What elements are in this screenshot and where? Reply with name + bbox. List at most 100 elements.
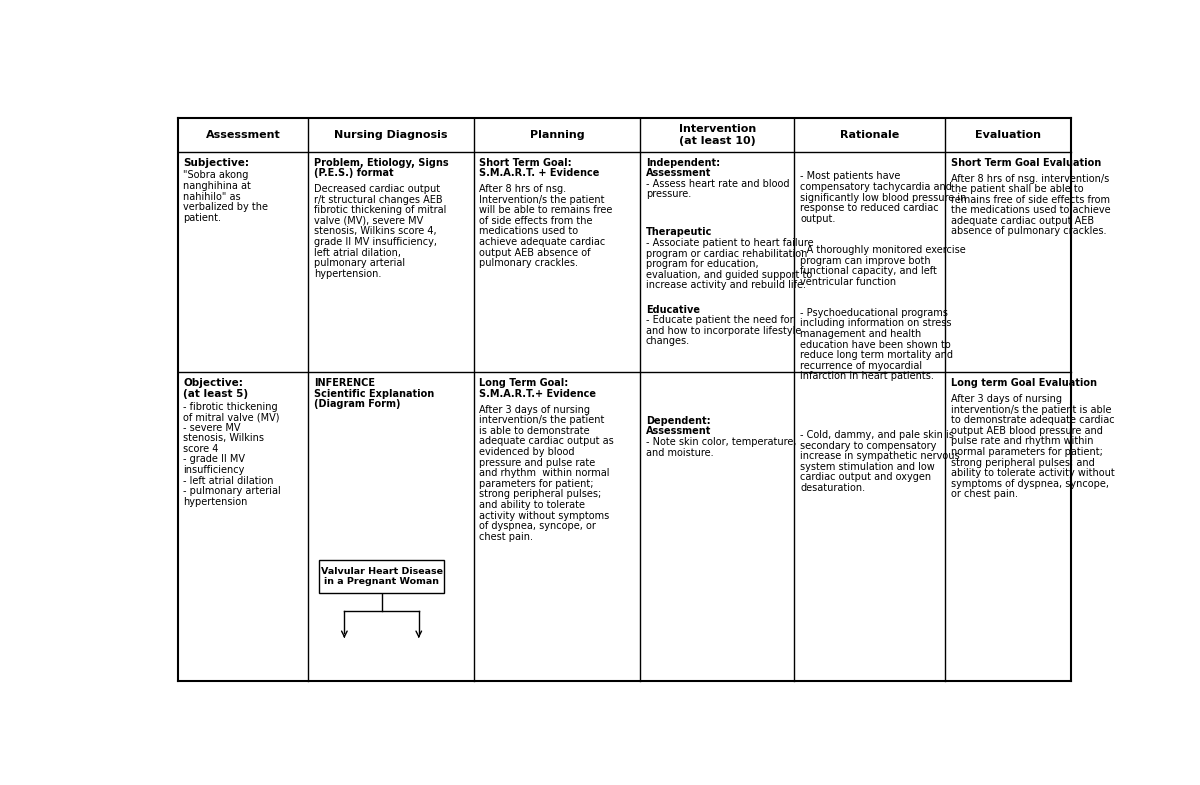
Text: secondary to compensatory: secondary to compensatory [800, 440, 936, 451]
Text: increase in sympathetic nervous: increase in sympathetic nervous [800, 451, 960, 462]
Text: Objective:: Objective: [184, 378, 244, 389]
Text: - A thoroughly monitored exercise: - A thoroughly monitored exercise [800, 245, 966, 255]
Text: - Most patients have: - Most patients have [800, 171, 900, 181]
Text: intervention/s the patient: intervention/s the patient [479, 415, 605, 425]
Text: medications used to: medications used to [479, 226, 578, 236]
Text: - Note skin color, temperature,: - Note skin color, temperature, [646, 437, 796, 447]
Text: Assessment: Assessment [646, 426, 712, 436]
Text: evaluation, and guided support to: evaluation, and guided support to [646, 270, 812, 279]
Text: intervention/s the patient is able: intervention/s the patient is able [950, 405, 1111, 414]
Text: - pulmonary arterial: - pulmonary arterial [184, 486, 281, 496]
Text: Independent:: Independent: [646, 158, 720, 168]
Text: is able to demonstrate: is able to demonstrate [479, 426, 590, 436]
Text: to demonstrate adequate cardiac: to demonstrate adequate cardiac [950, 415, 1115, 425]
Text: parameters for patient;: parameters for patient; [479, 479, 594, 489]
Text: response to reduced cardiac: response to reduced cardiac [800, 203, 938, 214]
Text: functional capacity, and left: functional capacity, and left [800, 266, 937, 276]
Text: recurrence of myocardial: recurrence of myocardial [800, 361, 922, 371]
Text: Short Term Goal Evaluation: Short Term Goal Evaluation [950, 158, 1100, 168]
Text: will be able to remains free: will be able to remains free [479, 205, 612, 215]
Text: increase activity and rebuild life.: increase activity and rebuild life. [646, 280, 805, 290]
Bar [319, 560, 444, 593]
Text: changes.: changes. [646, 337, 690, 346]
Text: symptoms of dyspnea, syncope,: symptoms of dyspnea, syncope, [950, 479, 1109, 489]
Text: reduce long term mortality and: reduce long term mortality and [800, 350, 953, 360]
Text: of mitral valve (MV): of mitral valve (MV) [184, 412, 280, 422]
Text: - Educate patient the need for: - Educate patient the need for [646, 316, 793, 325]
Text: program for education,: program for education, [646, 259, 758, 269]
Text: pulmonary arterial: pulmonary arterial [313, 258, 404, 268]
Text: of dyspnea, syncope, or: of dyspnea, syncope, or [479, 521, 596, 531]
Text: chest pain.: chest pain. [479, 531, 533, 542]
Text: Nursing Diagnosis: Nursing Diagnosis [334, 130, 448, 140]
Text: left atrial dilation,: left atrial dilation, [313, 247, 401, 257]
Text: or chest pain.: or chest pain. [950, 489, 1018, 499]
Text: Subjective:: Subjective: [184, 158, 250, 168]
Text: and rhythm  within normal: and rhythm within normal [479, 468, 610, 478]
Text: system stimulation and low: system stimulation and low [800, 462, 935, 472]
Text: significantly low blood pressure in: significantly low blood pressure in [800, 192, 966, 203]
Text: achieve adequate cardiac: achieve adequate cardiac [479, 237, 606, 247]
Text: Intervention/s the patient: Intervention/s the patient [479, 195, 605, 205]
Text: Intervention
(at least 10): Intervention (at least 10) [679, 124, 756, 146]
Text: program or cardiac rehabilitation: program or cardiac rehabilitation [646, 249, 808, 258]
Text: S.M.A.R.T.+ Evidence: S.M.A.R.T.+ Evidence [479, 389, 596, 399]
Text: Assessment: Assessment [646, 168, 712, 178]
Text: adequate cardiac output as: adequate cardiac output as [479, 436, 614, 447]
Text: ventricular function: ventricular function [800, 276, 896, 287]
Text: - grade II MV: - grade II MV [184, 455, 246, 465]
Text: output AEB blood pressure and: output AEB blood pressure and [950, 426, 1103, 436]
Text: score 4: score 4 [184, 444, 218, 454]
Text: Assessment: Assessment [205, 130, 281, 140]
Text: fibrotic thickening of mitral: fibrotic thickening of mitral [313, 205, 446, 215]
Text: Long Term Goal:: Long Term Goal: [479, 378, 569, 389]
Text: normal parameters for patient;: normal parameters for patient; [950, 447, 1103, 457]
Text: stenosis, Wilkins: stenosis, Wilkins [184, 433, 264, 444]
Text: Long term Goal Evaluation: Long term Goal Evaluation [950, 378, 1097, 389]
Text: Evaluation: Evaluation [974, 130, 1040, 140]
Text: Decreased cardiac output: Decreased cardiac output [313, 184, 440, 194]
Text: and how to incorporate lifestyle: and how to incorporate lifestyle [646, 326, 802, 336]
Text: (at least 5): (at least 5) [184, 389, 248, 399]
Text: hypertension: hypertension [184, 497, 248, 507]
Text: "Sobra akong: "Sobra akong [184, 170, 248, 181]
Text: patient.: patient. [184, 213, 222, 223]
Text: ability to tolerate activity without: ability to tolerate activity without [950, 468, 1115, 478]
Text: including information on stress: including information on stress [800, 319, 952, 328]
Text: - left atrial dilation: - left atrial dilation [184, 476, 274, 486]
Text: valve (MV), severe MV: valve (MV), severe MV [313, 216, 422, 226]
Text: compensatory tachycardia and: compensatory tachycardia and [800, 182, 952, 192]
Text: (Diagram Form): (Diagram Form) [313, 400, 400, 410]
Text: - Psychoeducational programs: - Psychoeducational programs [800, 308, 948, 318]
Text: activity without symptoms: activity without symptoms [479, 510, 610, 520]
Text: Rationale: Rationale [840, 130, 900, 140]
Text: (P.E.S.) format: (P.E.S.) format [313, 168, 394, 178]
Text: pressure and pulse rate: pressure and pulse rate [479, 458, 595, 468]
Text: output.: output. [800, 214, 835, 224]
Text: output AEB absence of: output AEB absence of [479, 247, 590, 257]
Text: stenosis, Wilkins score 4,: stenosis, Wilkins score 4, [313, 226, 437, 236]
Text: of side effects from the: of side effects from the [479, 216, 593, 226]
Text: - Assess heart rate and blood: - Assess heart rate and blood [646, 179, 790, 189]
Text: hypertension.: hypertension. [313, 268, 382, 279]
Text: adequate cardiac output AEB: adequate cardiac output AEB [950, 216, 1094, 226]
Text: Problem, Etiology, Signs: Problem, Etiology, Signs [313, 158, 449, 168]
Text: absence of pulmonary crackles.: absence of pulmonary crackles. [950, 226, 1106, 236]
Text: Scientific Explanation: Scientific Explanation [313, 389, 434, 399]
Text: Therapeutic: Therapeutic [646, 228, 712, 238]
Text: - Associate patient to heart failure: - Associate patient to heart failure [646, 238, 814, 248]
Text: pressure.: pressure. [646, 189, 691, 199]
Text: pulse rate and rhythm within: pulse rate and rhythm within [950, 436, 1093, 447]
Text: Dependent:: Dependent: [646, 416, 710, 425]
Text: strong peripheral pulses;: strong peripheral pulses; [479, 489, 601, 499]
Text: r/t structural changes AEB: r/t structural changes AEB [313, 195, 443, 205]
Text: nahihilo" as: nahihilo" as [184, 192, 241, 202]
Text: desaturation.: desaturation. [800, 483, 865, 493]
Text: Educative: Educative [646, 305, 700, 315]
Text: infarction in heart patients.: infarction in heart patients. [800, 371, 934, 382]
Text: pulmonary crackles.: pulmonary crackles. [479, 258, 578, 268]
Text: insufficiency: insufficiency [184, 465, 245, 475]
Text: strong peripheral pulses; and: strong peripheral pulses; and [950, 458, 1094, 468]
Text: the medications used to achieve: the medications used to achieve [950, 205, 1110, 215]
Text: INFERENCE: INFERENCE [313, 378, 374, 389]
